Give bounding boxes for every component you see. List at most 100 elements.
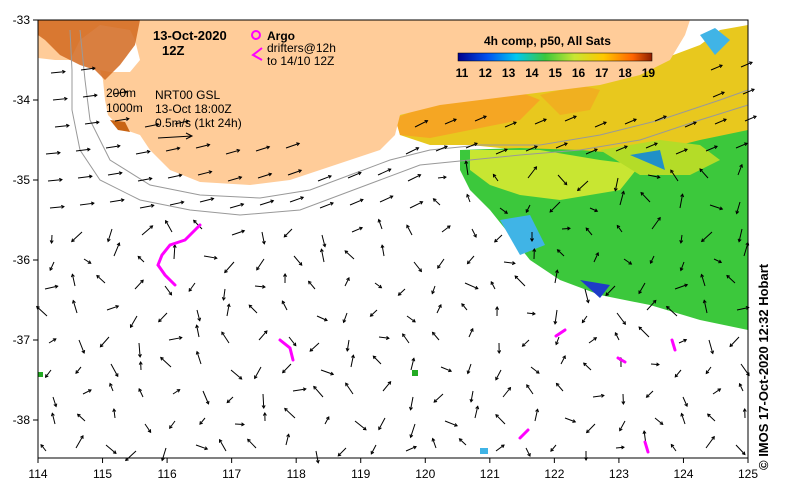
current-vector [112, 91, 127, 95]
argo-legend-icon [251, 30, 261, 40]
current-vector [526, 312, 536, 315]
current-vector-head [679, 267, 684, 272]
current-vector-head [474, 142, 478, 147]
current-vector [84, 121, 99, 125]
current-vector-head [176, 146, 181, 151]
current-vector [144, 423, 152, 433]
current-vector [502, 387, 511, 398]
colorbar-tick-label: 17 [595, 66, 609, 80]
current-vector [495, 414, 506, 425]
y-tick-label: -37 [13, 333, 31, 347]
current-vector-head [309, 348, 314, 352]
current-vector [138, 342, 141, 357]
plot-frame [37, 19, 749, 459]
current-vector-head [112, 450, 117, 455]
current-vector-head [146, 149, 151, 154]
current-vector-head [473, 234, 477, 238]
current-vector-head [402, 333, 406, 338]
current-vector-head [155, 122, 160, 127]
current-vector [113, 409, 116, 419]
current-vector [196, 325, 200, 338]
current-time: 13-Oct 18:00Z [155, 102, 232, 116]
current-vector [432, 332, 440, 341]
current-vector [284, 408, 296, 419]
current-vector-head [169, 425, 173, 430]
current-vector-head [158, 318, 162, 323]
current-vector [226, 304, 230, 317]
current-vector-head [513, 121, 517, 126]
x-tick-label: 119 [351, 467, 370, 481]
current-vector [114, 118, 129, 122]
current-vector [158, 312, 168, 323]
current-vector-head [411, 357, 416, 362]
colorbar-tick-label: 19 [642, 66, 656, 80]
current-vector-head [573, 115, 577, 120]
current-vector [167, 174, 182, 179]
current-vector [248, 304, 258, 314]
current-vector-head [261, 240, 266, 245]
current-vector-head [745, 306, 750, 310]
current-vector-head [389, 195, 394, 199]
current-vector-head [514, 275, 519, 280]
current-vector [219, 439, 227, 452]
current-vector [714, 118, 727, 125]
current-vector [670, 169, 679, 182]
current-vector-head [36, 305, 40, 310]
current-vector [739, 383, 744, 392]
current-vector [349, 199, 364, 206]
current-vector [199, 417, 206, 425]
current-vector [78, 339, 85, 354]
current-vector [54, 125, 69, 128]
current-vector [50, 71, 65, 74]
current-vector-head [723, 118, 727, 123]
current-vector [592, 394, 604, 398]
x-tick-label: 118 [287, 467, 306, 481]
current-vector-head [495, 376, 499, 381]
current-vector [615, 446, 625, 449]
current-vector [459, 438, 467, 446]
current-vector-head [684, 148, 688, 153]
current-vector-head [315, 459, 320, 464]
current-vector-head [670, 169, 674, 174]
colorbar-tick-label: 16 [572, 66, 586, 80]
current-vector [75, 435, 84, 449]
current-vector [320, 249, 325, 263]
current-vector-head [99, 343, 104, 348]
current-vector [534, 118, 547, 125]
current-vector-head [292, 342, 297, 347]
current-vector [324, 416, 330, 425]
current-vector-head [729, 343, 734, 348]
colorbar-ticks: 11 12 13 14 15 16 17 18 19 [456, 66, 656, 80]
current-vector [468, 328, 474, 338]
current-vector [234, 423, 245, 426]
current-vector-head [431, 331, 436, 336]
current-vector-head [738, 382, 743, 387]
current-vector [139, 204, 154, 209]
current-vector [470, 390, 474, 402]
current-vector [377, 168, 391, 176]
current-vector-head [351, 354, 355, 359]
current-vector-head [281, 369, 286, 374]
current-vector [406, 315, 416, 323]
current-vector [343, 312, 348, 323]
current-vector-head [495, 306, 500, 310]
current-vector-head [744, 142, 748, 147]
current-vector [82, 389, 92, 395]
x-tick-label: 117 [222, 467, 241, 481]
current-vector [437, 258, 445, 269]
current-vector-head [700, 273, 705, 278]
current-vector [680, 261, 685, 271]
current-vector [410, 396, 414, 410]
current-vector-head [535, 370, 540, 374]
current-vector [254, 366, 262, 379]
current-vector [225, 149, 240, 155]
current-vector-head [59, 177, 63, 182]
current-vector [71, 231, 83, 242]
current-vector-head [663, 115, 667, 120]
current-vector [226, 396, 234, 403]
current-vector-head [81, 349, 86, 354]
y-axis: -33 -34 -35 -36 -37 -38 [13, 13, 38, 427]
current-vector [96, 275, 106, 284]
current-vector [52, 98, 67, 101]
current-vector [196, 309, 201, 321]
